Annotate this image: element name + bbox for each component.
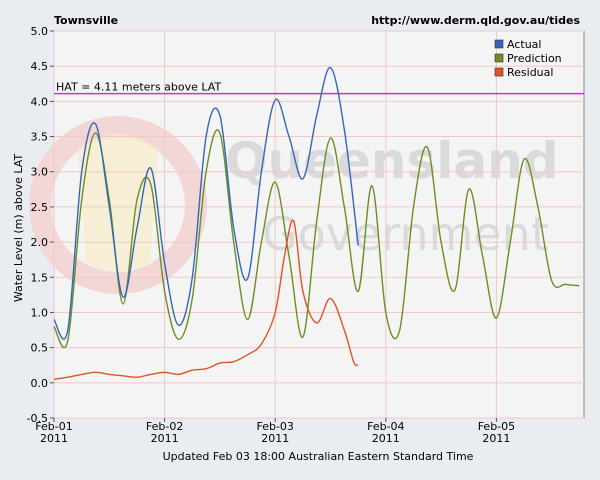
hat-label: HAT = 4.11 meters above LAT [56,81,221,94]
y-tick-label: 4.0 [31,95,49,108]
source-url: http://www.derm.qld.gov.au/tides [371,14,580,27]
y-axis-label: Water Level (m) above LAT [12,154,25,303]
watermark-crest [78,134,158,272]
y-tick-label: 0.5 [31,342,49,355]
y-tick-label: 1.5 [31,271,49,284]
series-line-prediction [53,129,580,349]
watermark-text-queensland: Queensland [225,132,559,190]
x-tick-label: Feb-05 [478,420,515,433]
y-tick-label: 3.5 [31,131,49,144]
y-tick-label: 0.0 [31,377,49,390]
x-tick-year-label: 2011 [151,432,179,445]
x-tick-year-label: 2011 [372,432,400,445]
series-line-residual [53,219,359,380]
legend-swatch-residual [494,67,504,77]
y-tick-label: 1.0 [31,306,49,319]
y-tick-label: 2.5 [31,201,49,214]
y-tick-label: 5.0 [31,25,49,38]
y-tick-label: 4.5 [31,60,49,73]
series-line-actual [53,66,359,340]
chart-title: Townsville [54,14,118,27]
legend-label-residual: Residual [507,66,553,79]
axes: -0.5 0.0 0.5 1.0 1.5 2.0 2.5 3.0 3.5 4.0 4.5 5.0 Feb… [27,25,516,445]
legend-swatch-actual [494,39,504,49]
x-tick-year-label: 2011 [261,432,289,445]
x-tick-label: Feb-03 [256,420,293,433]
x-tick-year-label: 2011 [40,432,68,445]
x-tick-label: Feb-01 [35,420,72,433]
legend-swatch-prediction [494,53,504,63]
y-tick-label: 2.0 [31,236,49,249]
data-series [53,66,580,380]
x-tick-year-label: 2011 [482,432,510,445]
watermark-text-government: Government [262,207,549,261]
legend-label-actual: Actual [507,38,541,51]
hat-reference: HAT = 4.11 meters above LAT [54,81,584,95]
y-tick-label: 3.0 [31,166,49,179]
x-axis-label: Updated Feb 03 18:00 Australian Eastern … [163,450,474,463]
x-tick-label: Feb-04 [367,420,404,433]
x-tick-label: Feb-02 [146,420,183,433]
legend-label-prediction: Prediction [507,52,562,65]
y-tick-label: -0.5 [27,412,48,425]
